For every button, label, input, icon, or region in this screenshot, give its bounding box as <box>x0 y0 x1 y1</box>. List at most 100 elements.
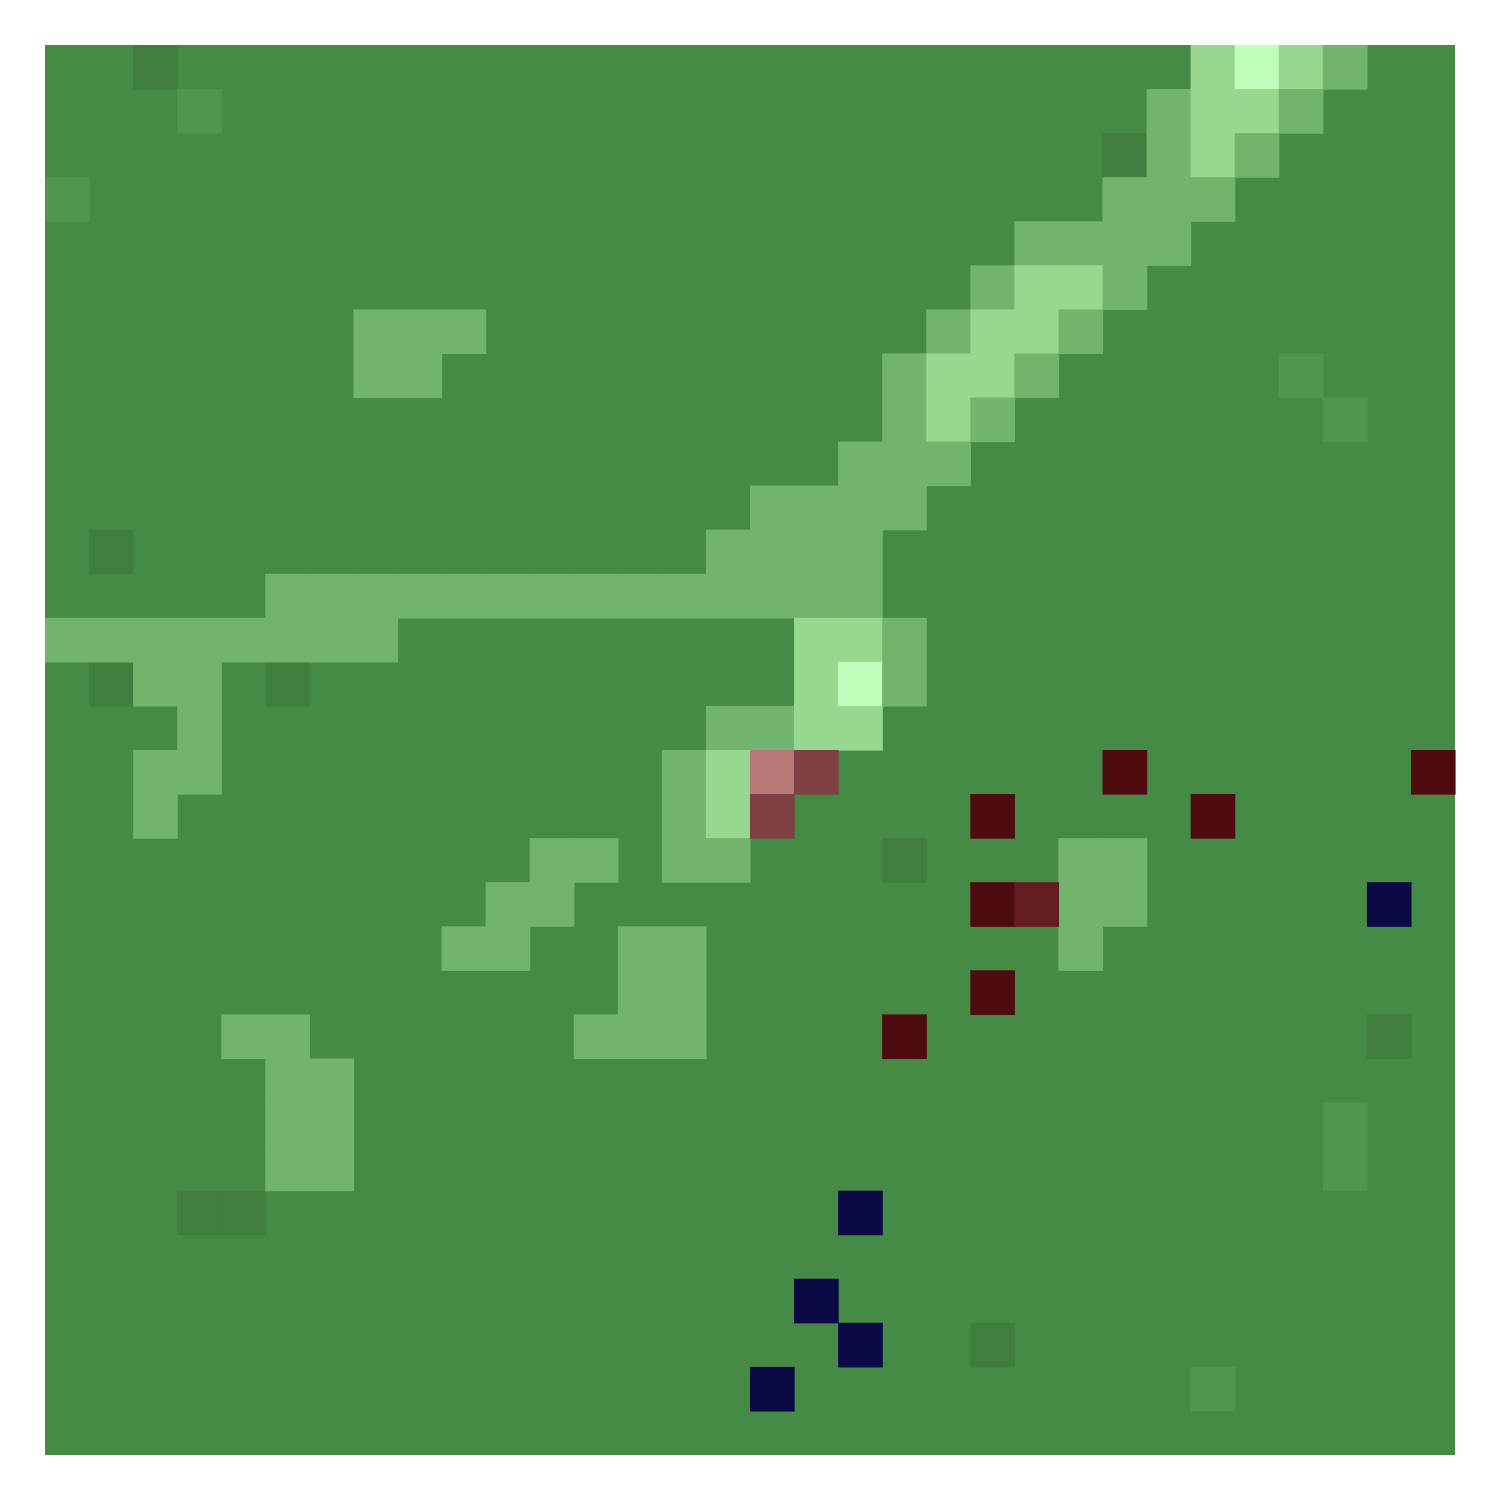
light-path-pixel <box>882 397 927 443</box>
light-path-pixel <box>705 529 751 575</box>
field-pixel <box>1322 1102 1368 1148</box>
light-path-pixel <box>573 1014 619 1060</box>
field-pixel <box>1102 133 1148 178</box>
light-path-pixel <box>177 750 222 795</box>
light-path-pixel <box>1146 221 1192 266</box>
light-path-pixel <box>353 617 399 663</box>
field-pixel <box>882 838 927 883</box>
light-path-pixel <box>750 529 795 575</box>
light-path-pixel <box>45 617 90 663</box>
light-path-pixel <box>661 750 707 795</box>
light-path-pixel <box>265 1058 310 1104</box>
light-path-pixel <box>485 926 531 971</box>
light-path-pixel <box>882 617 927 663</box>
field-pixel <box>221 1190 266 1236</box>
light-path-pixel <box>838 529 883 575</box>
light-path-pixel <box>265 1014 310 1060</box>
light-path-pixel <box>1102 882 1148 927</box>
red-marker-pixel <box>1410 750 1456 795</box>
light-path-pixel <box>750 485 795 531</box>
light-path-pixel <box>1058 265 1104 310</box>
light-path-pixel <box>133 661 178 707</box>
light-path-pixel <box>1058 926 1104 971</box>
light-path-pixel <box>661 838 707 883</box>
blue-marker-pixel <box>838 1322 883 1368</box>
light-path-pixel <box>1102 177 1148 222</box>
red-marker-pixel <box>1190 794 1236 839</box>
light-path-pixel <box>1190 133 1236 178</box>
light-path-pixel <box>882 441 927 487</box>
light-path-pixel <box>309 1058 355 1104</box>
light-path-pixel <box>617 573 663 619</box>
red-marker-pixel <box>882 1014 927 1060</box>
red-marker-pixel <box>750 750 795 795</box>
light-path-pixel <box>353 353 399 399</box>
red-marker-pixel <box>970 794 1015 839</box>
light-path-pixel <box>89 617 134 663</box>
light-path-pixel <box>838 441 883 487</box>
light-path-pixel <box>661 1014 707 1060</box>
light-path-pixel <box>1190 45 1236 90</box>
marker-layer <box>750 750 1456 1412</box>
light-path-pixel <box>970 265 1015 310</box>
light-path-pixel <box>705 838 751 883</box>
light-path-pixel <box>529 882 575 927</box>
light-path-pixel <box>1058 882 1104 927</box>
light-path-pixel <box>838 661 883 707</box>
light-path-pixel <box>221 617 266 663</box>
field-pixel <box>970 1322 1015 1368</box>
light-path-pixel <box>882 353 927 399</box>
light-path-pixel <box>309 573 355 619</box>
light-path-pixel <box>882 485 927 531</box>
light-path-pixel <box>573 573 619 619</box>
light-path-pixel <box>794 529 839 575</box>
light-path-pixel <box>1102 221 1148 266</box>
light-path-pixel <box>353 309 399 355</box>
light-path-pixel <box>794 617 839 663</box>
light-path-pixel <box>970 353 1015 399</box>
light-path-pixel <box>133 794 178 839</box>
light-path-pixel <box>353 573 399 619</box>
light-path-pixel <box>926 441 971 487</box>
field-pixel <box>45 177 90 222</box>
light-path-pixel <box>265 1102 310 1148</box>
light-path-pixel <box>617 970 663 1015</box>
light-path-pixel <box>1014 353 1060 399</box>
light-path-pixel <box>970 397 1015 443</box>
field-pixel <box>177 89 222 134</box>
light-path-pixel <box>1146 177 1192 222</box>
light-path-pixel <box>705 750 751 795</box>
light-path-pixel <box>617 1014 663 1060</box>
light-path-pixel <box>1278 89 1324 134</box>
light-path-pixel <box>838 573 883 619</box>
light-path-pixel <box>838 485 883 531</box>
blue-marker-pixel <box>750 1366 795 1412</box>
light-path-pixel <box>309 617 355 663</box>
light-path-pixel <box>1190 89 1236 134</box>
light-path-pixel <box>661 926 707 971</box>
light-path-pixel <box>794 573 839 619</box>
light-path-pixel <box>397 353 443 399</box>
light-path-pixel <box>705 705 751 751</box>
light-path-pixel <box>1146 133 1192 178</box>
light-path-pixel <box>133 750 178 795</box>
field-pixel <box>1278 353 1324 399</box>
light-path-pixel <box>838 617 883 663</box>
red-marker-pixel <box>794 750 839 795</box>
light-path-pixel <box>1234 133 1280 178</box>
light-path-pixel <box>926 309 971 355</box>
light-path-pixel <box>617 926 663 971</box>
field-pixel <box>1366 1014 1412 1060</box>
field-pixel <box>265 661 310 707</box>
light-path-pixel <box>1278 45 1324 90</box>
field-pixel <box>177 1190 222 1236</box>
light-path-pixel <box>750 705 795 751</box>
red-marker-pixel <box>1014 882 1060 927</box>
light-path-pixel <box>265 1146 310 1192</box>
light-path-pixel <box>397 573 443 619</box>
light-path-pixel <box>661 794 707 839</box>
light-path-pixel <box>177 661 222 707</box>
field-pixel <box>1322 397 1368 443</box>
light-path-pixel <box>441 926 487 971</box>
light-path-pixel <box>485 882 531 927</box>
